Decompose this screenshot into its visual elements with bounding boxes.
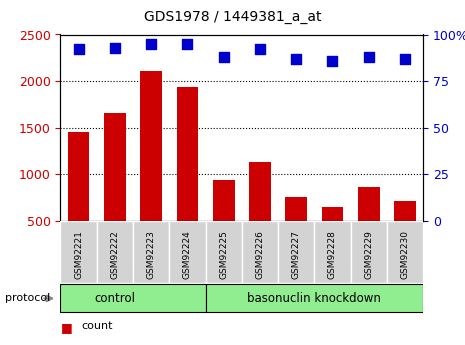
Bar: [387, 221, 423, 283]
Bar: [351, 221, 387, 283]
Bar: [60, 221, 97, 283]
Bar: [68, 132, 89, 267]
Bar: [278, 221, 314, 283]
Text: basonuclin knockdown: basonuclin knockdown: [247, 292, 381, 305]
Point: [256, 47, 264, 52]
Text: GSM92229: GSM92229: [364, 230, 373, 279]
Text: protocol: protocol: [5, 294, 50, 303]
Bar: [213, 180, 234, 267]
Text: control: control: [94, 292, 135, 305]
Point: [147, 41, 155, 47]
Bar: [242, 221, 278, 283]
Point: [184, 41, 191, 47]
Text: GSM92227: GSM92227: [292, 230, 301, 279]
Point: [220, 54, 227, 60]
Bar: [104, 113, 126, 267]
Point: [75, 47, 82, 52]
Text: GDS1978 / 1449381_a_at: GDS1978 / 1449381_a_at: [144, 10, 321, 24]
Bar: [322, 207, 343, 267]
Text: GSM92225: GSM92225: [219, 230, 228, 279]
Text: GSM92228: GSM92228: [328, 230, 337, 279]
Text: GSM92230: GSM92230: [400, 230, 410, 279]
Point: [365, 54, 372, 60]
Text: GSM92226: GSM92226: [255, 230, 265, 279]
Bar: [140, 71, 162, 267]
Bar: [169, 221, 206, 283]
Point: [329, 58, 336, 63]
Bar: [249, 162, 271, 267]
Bar: [358, 187, 379, 267]
Text: ■: ■: [60, 321, 72, 334]
Bar: [206, 221, 242, 283]
Text: GSM92221: GSM92221: [74, 230, 83, 279]
Point: [292, 56, 300, 61]
Text: GSM92223: GSM92223: [146, 230, 156, 279]
Point: [401, 56, 409, 61]
Bar: [314, 221, 351, 283]
Text: count: count: [81, 321, 113, 331]
Point: [111, 45, 119, 50]
Bar: [60, 284, 206, 313]
Bar: [133, 221, 169, 283]
Text: GSM92224: GSM92224: [183, 230, 192, 279]
Bar: [206, 284, 423, 313]
Text: GSM92222: GSM92222: [110, 230, 120, 279]
Bar: [394, 201, 416, 267]
Bar: [177, 87, 198, 267]
Bar: [97, 221, 133, 283]
Bar: [286, 197, 307, 267]
